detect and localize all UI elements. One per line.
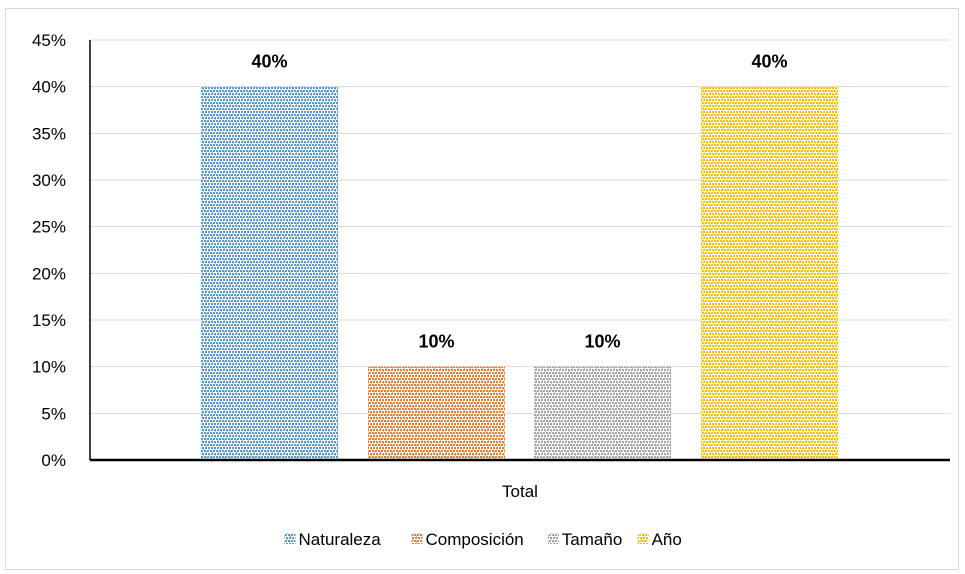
data-label: 40% — [751, 52, 787, 72]
data-label: 40% — [251, 52, 287, 72]
legend-swatch-tamaño — [547, 533, 559, 544]
y-tick-label: 20% — [32, 264, 66, 283]
y-tick-label: 40% — [32, 78, 66, 97]
legend-swatch-composición — [411, 533, 423, 544]
y-tick-label: 5% — [41, 404, 66, 423]
bar-tamaño — [534, 366, 671, 460]
legend-label: Composición — [426, 530, 524, 549]
legend-label: Tamaño — [562, 530, 622, 549]
legend-swatch-año — [637, 533, 649, 544]
legend-label: Año — [652, 530, 682, 549]
legend: Naturaleza Composición Tamaño Año — [284, 530, 682, 549]
bar-naturaleza — [201, 86, 338, 461]
y-tick-label: 30% — [32, 171, 66, 190]
data-label: 10% — [418, 332, 454, 352]
legend-label: Naturaleza — [299, 530, 382, 549]
bars — [201, 86, 838, 461]
bar-año — [701, 86, 838, 461]
data-label: 10% — [584, 332, 620, 352]
x-category-label: Total — [502, 482, 538, 501]
y-tick-label: 15% — [32, 311, 66, 330]
y-tick-label: 45% — [32, 31, 66, 50]
bar-composición — [368, 366, 505, 460]
data-labels: 40% 10% 10% 40% — [251, 52, 787, 352]
y-axis-ticks: 0% 5% 10% 15% 20% 25% 30% 35% 40% 45% — [32, 31, 66, 470]
y-tick-label: 35% — [32, 124, 66, 143]
y-tick-label: 0% — [41, 451, 66, 470]
y-tick-label: 10% — [32, 358, 66, 377]
axes — [89, 40, 950, 462]
legend-swatch-naturaleza — [284, 533, 296, 544]
y-tick-label: 25% — [32, 218, 66, 237]
